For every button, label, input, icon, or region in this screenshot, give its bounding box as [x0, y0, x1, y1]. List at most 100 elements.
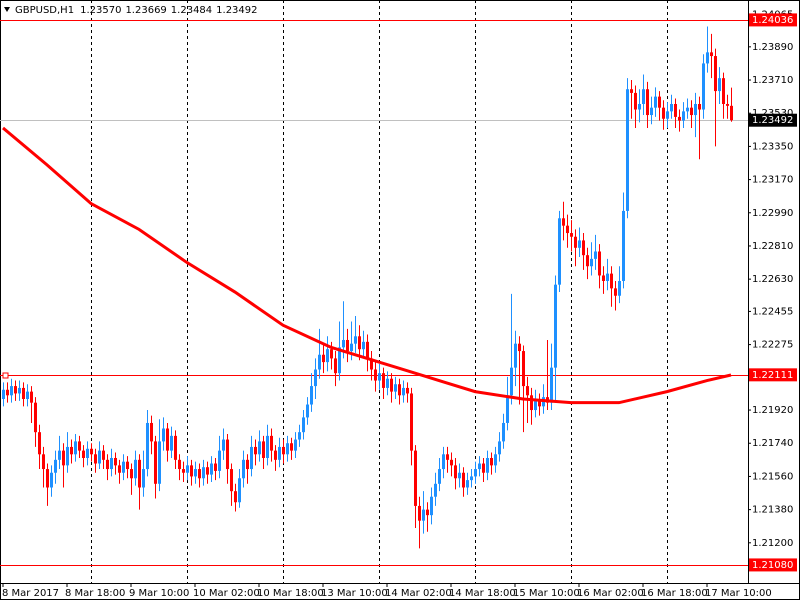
x-tick-label: 15 Mar 10:00 — [513, 588, 580, 599]
candle-body — [638, 103, 641, 110]
symbol: GBPUSD,H1 — [15, 5, 74, 16]
candle-body — [510, 367, 513, 396]
candle-body — [2, 389, 5, 399]
candle-body — [522, 351, 525, 387]
candle-body — [538, 400, 541, 407]
candle-body — [138, 459, 141, 488]
candle-body — [6, 389, 9, 396]
x-tick-label: 14 Mar 02:00 — [385, 588, 452, 599]
y-tick-label: 1.22990 — [752, 208, 793, 219]
candle-body — [230, 469, 233, 492]
candle-body — [550, 367, 553, 403]
candle-body — [286, 443, 289, 455]
candle-body — [198, 469, 201, 479]
candle-body — [150, 422, 153, 442]
candle-body — [94, 454, 97, 464]
candle-body — [342, 339, 345, 348]
candle-body — [682, 111, 685, 121]
candle-body — [650, 107, 653, 116]
candle-body — [294, 439, 297, 451]
candle-body — [210, 463, 213, 475]
candle-body — [134, 459, 137, 479]
candle-body — [354, 336, 357, 344]
candle-body — [250, 446, 253, 470]
candle-body — [678, 116, 681, 121]
candle-body — [54, 459, 57, 473]
candle-body — [74, 441, 77, 455]
candle-body — [298, 432, 301, 440]
candle-body — [146, 422, 149, 470]
candle-body — [278, 446, 281, 460]
candle-body — [586, 255, 589, 267]
candle-body — [462, 472, 465, 488]
candle-body — [98, 450, 101, 464]
candle-body — [62, 450, 65, 466]
candle-body — [438, 469, 441, 484]
candle-body — [318, 354, 321, 370]
candle-body — [578, 240, 581, 248]
candle-body — [646, 89, 649, 116]
candle-body — [30, 391, 33, 403]
candle-body — [690, 107, 693, 116]
candle-body — [458, 472, 461, 479]
candle-body — [450, 459, 453, 466]
candle-body — [18, 387, 21, 394]
candle-body — [190, 465, 193, 477]
candle-body — [626, 89, 629, 211]
candle-body — [102, 450, 105, 460]
y-tick-label: 1.21200 — [752, 538, 793, 549]
candle-body — [570, 233, 573, 237]
candle-body — [346, 339, 349, 352]
candle-body — [202, 467, 205, 479]
candle-body — [82, 450, 85, 458]
x-tick-label: 13 Mar 10:00 — [321, 588, 388, 599]
header-value: 1.23669 — [125, 5, 166, 16]
candle-body — [322, 354, 325, 363]
candle-body — [358, 336, 361, 350]
level-label: 1.23492 — [752, 115, 793, 126]
candle-body — [446, 454, 449, 460]
candle-body — [494, 454, 497, 466]
candle-body — [442, 454, 445, 470]
candle-body — [70, 446, 73, 455]
candle-body — [398, 384, 401, 396]
candle-body — [110, 457, 113, 470]
y-tick-label: 1.22810 — [752, 241, 793, 252]
candle-body — [414, 450, 417, 506]
candle-body — [554, 284, 557, 368]
candle-body — [686, 107, 689, 112]
candle-body — [206, 467, 209, 475]
x-tick-label: 8 Mar 2017 — [2, 588, 59, 599]
candle-body — [246, 459, 249, 470]
candle-body — [518, 343, 521, 352]
x-tick-label: 10 Mar 18:00 — [257, 588, 324, 599]
candle-body — [34, 402, 37, 433]
x-tick-label: 16 Mar 02:00 — [577, 588, 644, 599]
candle-body — [142, 469, 145, 488]
candle-body — [338, 347, 341, 374]
candle-body — [114, 457, 117, 466]
header: GBPUSD,H1 — [4, 5, 74, 16]
candle-body — [170, 435, 173, 451]
level-label-bg — [749, 13, 797, 27]
y-tick-label: 1.23350 — [752, 141, 793, 152]
level-label: 1.21080 — [752, 560, 793, 571]
y-tick-label: 1.21560 — [752, 471, 793, 482]
candles — [2, 26, 733, 549]
candle-body — [26, 391, 29, 399]
candle-body — [302, 417, 305, 433]
candle-body — [594, 251, 597, 259]
candle-body — [490, 457, 493, 466]
level-handle — [2, 372, 9, 379]
candle-body — [466, 480, 469, 488]
y-tick-label: 1.23710 — [752, 75, 793, 86]
candle-body — [406, 387, 409, 394]
candle-body — [478, 463, 481, 470]
y-tick-label: 1.23170 — [752, 175, 793, 186]
candle-body — [506, 395, 509, 423]
candle-body — [422, 509, 425, 521]
candle-body — [218, 450, 221, 471]
candle-body — [22, 387, 25, 399]
